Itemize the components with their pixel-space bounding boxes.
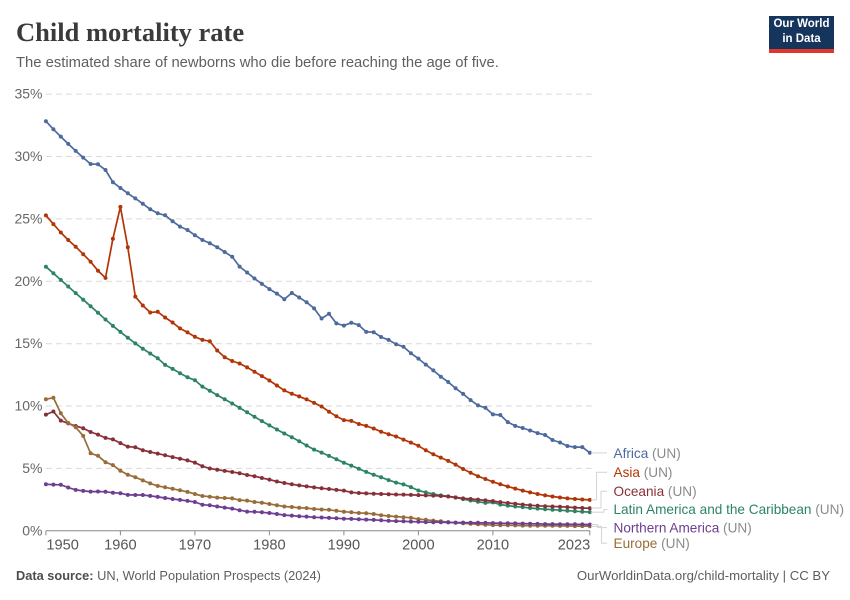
svg-text:Europe (UN): Europe (UN) [614,536,690,551]
svg-text:1960: 1960 [104,538,136,554]
svg-text:30%: 30% [14,148,42,164]
svg-text:2010: 2010 [477,538,509,554]
svg-text:20%: 20% [14,273,42,289]
svg-text:15%: 15% [14,335,42,351]
svg-text:Africa (UN): Africa (UN) [614,446,681,461]
svg-text:1970: 1970 [179,538,211,554]
svg-text:25%: 25% [14,210,42,226]
svg-text:2000: 2000 [402,538,434,554]
svg-text:1980: 1980 [253,538,285,554]
svg-text:1950: 1950 [46,538,78,554]
svg-text:0%: 0% [22,522,42,538]
svg-text:Northern America (UN): Northern America (UN) [614,521,752,536]
svg-text:Latin America and the Caribbea: Latin America and the Caribbean (UN) [614,502,844,517]
svg-text:2023: 2023 [558,538,590,554]
svg-text:5%: 5% [22,460,42,476]
svg-text:35%: 35% [14,86,42,102]
svg-text:10%: 10% [14,398,42,414]
svg-text:Asia (UN): Asia (UN) [614,465,673,480]
svg-text:Oceania (UN): Oceania (UN) [614,484,697,499]
svg-text:1990: 1990 [328,538,360,554]
